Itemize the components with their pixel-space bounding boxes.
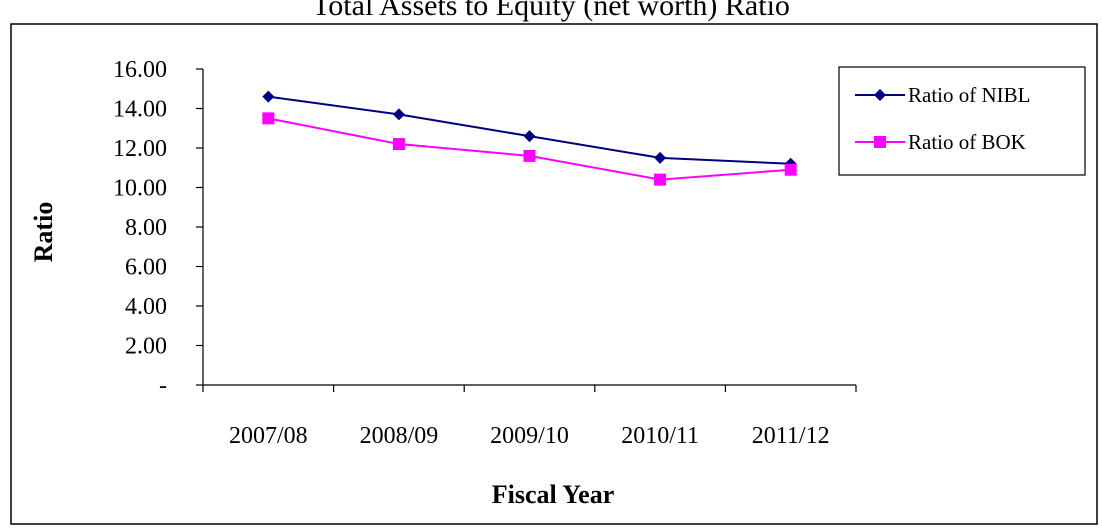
data-point-ratio-of-nibl [523, 130, 536, 143]
x-tick-label: 2007/08 [229, 423, 308, 449]
legend-label-ratio-of-nibl: Ratio of NIBL [908, 83, 1030, 107]
series-layer [262, 90, 797, 186]
data-point-ratio-of-nibl [654, 151, 667, 164]
x-tick-label: 2011/12 [752, 423, 830, 449]
y-tick-label: - [159, 373, 167, 399]
legend: Ratio of NIBL Ratio of BOK [838, 66, 1086, 176]
data-point-ratio-of-nibl [392, 108, 405, 121]
y-tick-label: 12.00 [113, 136, 167, 162]
data-point-ratio-of-bok [523, 149, 536, 162]
legend-marker-ratio-of-bok [874, 136, 886, 148]
legend-box [838, 66, 1086, 176]
y-tick-label: 14.00 [113, 97, 167, 123]
legend-marker-ratio-of-nibl [874, 89, 886, 101]
x-ticks: 2007/08 2008/09 2009/10 2010/11 2011/12 [202, 385, 857, 449]
chart-title: Total Assets to Equity (net worth) Ratio [312, 0, 790, 22]
series-ratio-of-bok [262, 112, 797, 186]
y-tick-label: 4.00 [125, 294, 167, 320]
y-ticks: - 2.00 4.00 6.00 8.00 10.00 12.00 14.00 16.00 [113, 57, 203, 399]
data-point-ratio-of-nibl [262, 90, 275, 103]
data-point-ratio-of-bok [654, 173, 667, 186]
x-tick-label: 2009/10 [490, 423, 569, 449]
y-axis-label: Ratio [29, 202, 58, 263]
y-tick-label: 10.00 [113, 176, 167, 202]
y-tick-label: 2.00 [125, 334, 167, 360]
x-tick-label: 2010/11 [621, 423, 699, 449]
y-tick-label: 8.00 [125, 215, 167, 241]
x-tick-label: 2008/09 [360, 423, 439, 449]
data-point-ratio-of-bok [392, 138, 405, 151]
y-tick-label: 16.00 [113, 57, 167, 83]
title-background [0, 0, 1102, 22]
data-point-ratio-of-bok [262, 112, 275, 125]
x-axis-label: Fiscal Year [492, 480, 615, 509]
legend-label-ratio-of-bok: Ratio of BOK [908, 130, 1026, 154]
data-point-ratio-of-bok [784, 163, 797, 176]
y-tick-label: 6.00 [125, 255, 167, 281]
